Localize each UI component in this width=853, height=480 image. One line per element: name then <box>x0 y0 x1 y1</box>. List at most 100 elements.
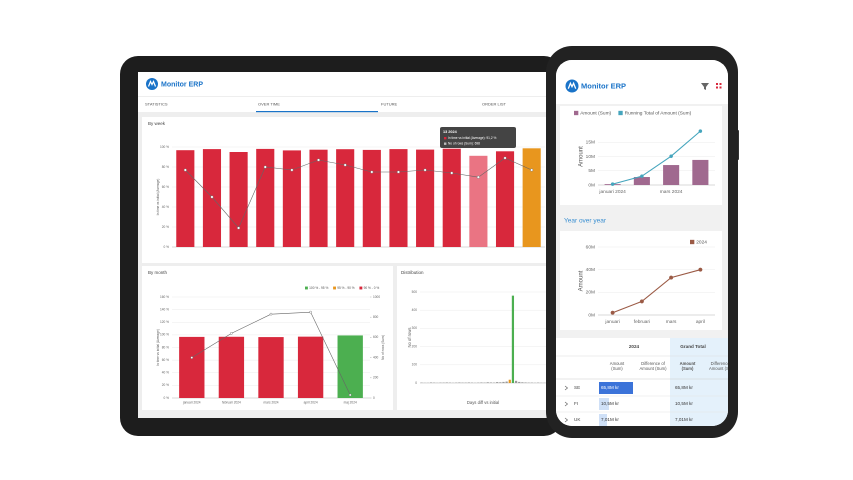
bar[interactable] <box>179 336 205 398</box>
x-tick-label: maj 2024 <box>344 400 357 404</box>
tab[interactable]: ORDER LIST <box>482 102 507 107</box>
tooltip-bg <box>440 127 516 148</box>
y-tick-label: 400 <box>412 308 418 312</box>
y-tick-label: 60 % <box>162 185 169 189</box>
bar[interactable] <box>518 381 521 383</box>
bar[interactable] <box>514 380 518 383</box>
tab[interactable]: STATISTICS <box>145 102 168 107</box>
expand-chevron[interactable] <box>564 401 569 407</box>
bar[interactable] <box>282 150 301 247</box>
point[interactable] <box>210 195 214 199</box>
point[interactable] <box>317 158 321 162</box>
tab[interactable]: OVER TIME <box>258 102 280 107</box>
bar[interactable] <box>486 382 489 383</box>
bar[interactable] <box>229 152 248 247</box>
point[interactable] <box>263 165 267 169</box>
bar[interactable] <box>495 151 515 247</box>
bar[interactable] <box>362 149 381 247</box>
bar[interactable] <box>389 149 408 247</box>
y-tick-label: 5M <box>588 168 595 174</box>
bar[interactable] <box>489 382 492 383</box>
bar[interactable] <box>524 382 527 383</box>
point[interactable] <box>269 312 273 316</box>
y-tick-label: 100 % <box>160 333 169 337</box>
column-header: Amount (Sum) <box>680 361 696 371</box>
bar[interactable] <box>502 381 505 383</box>
bar[interactable] <box>218 336 245 398</box>
active-tab-indicator <box>256 111 378 113</box>
point[interactable] <box>669 275 674 280</box>
point[interactable] <box>343 163 347 167</box>
y-tick-label: 120 % <box>160 320 169 324</box>
grid-icon[interactable] <box>716 83 722 89</box>
y-tick-label: 100 % <box>160 145 169 149</box>
bar[interactable] <box>445 382 448 383</box>
bar[interactable] <box>442 148 461 247</box>
bar[interactable] <box>522 148 541 247</box>
bar[interactable] <box>256 148 275 247</box>
point[interactable] <box>610 310 615 315</box>
bar[interactable] <box>511 295 515 383</box>
point[interactable] <box>396 170 400 174</box>
x-tick-label: januari 2024 <box>598 189 626 195</box>
bar[interactable] <box>458 382 461 383</box>
filter-icon[interactable] <box>701 83 709 90</box>
point[interactable] <box>530 168 534 172</box>
bar[interactable] <box>496 382 499 383</box>
bar[interactable] <box>508 379 511 383</box>
bar[interactable] <box>258 337 284 398</box>
point[interactable] <box>348 393 352 397</box>
bar[interactable] <box>176 150 195 247</box>
point[interactable] <box>450 171 454 175</box>
point[interactable] <box>640 174 644 178</box>
line <box>612 269 701 314</box>
column-header: Difference of Amount (Sum) <box>640 361 668 371</box>
panel <box>397 266 548 410</box>
point[interactable] <box>669 154 673 159</box>
bar[interactable] <box>337 335 363 398</box>
point[interactable] <box>370 170 374 174</box>
bar[interactable] <box>467 382 470 383</box>
point[interactable] <box>423 168 427 172</box>
y-tick-label: 40M <box>586 267 595 273</box>
year-chart: 0M 20M 40M 60M Amount januari februari mars apri… <box>579 239 715 325</box>
bar[interactable] <box>505 381 508 383</box>
point[interactable] <box>610 182 615 186</box>
chart-title: By week <box>148 121 166 126</box>
expand-chevron[interactable] <box>564 385 569 391</box>
row-label: FI <box>574 401 578 406</box>
bar[interactable] <box>429 382 433 383</box>
bar[interactable] <box>480 382 483 383</box>
point[interactable] <box>237 226 241 230</box>
bar[interactable] <box>692 159 709 185</box>
y2-tick-label: 0 <box>373 396 375 400</box>
point[interactable] <box>190 356 194 359</box>
tooltip: 13 2024 In time vs initial (Average): 91… <box>440 127 516 148</box>
y-tick-label: 80 % <box>162 345 169 349</box>
point[interactable] <box>476 175 480 179</box>
point[interactable] <box>503 156 507 160</box>
point[interactable] <box>698 267 703 272</box>
bar[interactable] <box>469 155 488 247</box>
bar[interactable] <box>633 177 650 185</box>
bar[interactable] <box>416 149 435 247</box>
y-tick-label: 20 % <box>162 383 169 387</box>
point[interactable] <box>290 168 294 172</box>
point[interactable] <box>230 332 233 335</box>
bar[interactable] <box>663 165 680 185</box>
point[interactable] <box>309 310 312 314</box>
tooltip-swatch <box>444 137 447 140</box>
point[interactable] <box>183 168 187 172</box>
bar[interactable] <box>521 382 524 383</box>
point[interactable] <box>698 129 703 133</box>
x-tick-label: mars 2024 <box>263 400 278 404</box>
bar[interactable] <box>336 149 355 247</box>
bar[interactable] <box>309 149 328 247</box>
expand-chevron[interactable] <box>564 417 569 423</box>
x-axis-label: Days diff vs initial <box>467 400 499 405</box>
tab[interactable]: FUTURE <box>381 102 398 107</box>
bar[interactable] <box>297 336 324 398</box>
point[interactable] <box>639 299 644 304</box>
row-label: UK <box>574 417 581 422</box>
bar[interactable] <box>499 382 502 383</box>
